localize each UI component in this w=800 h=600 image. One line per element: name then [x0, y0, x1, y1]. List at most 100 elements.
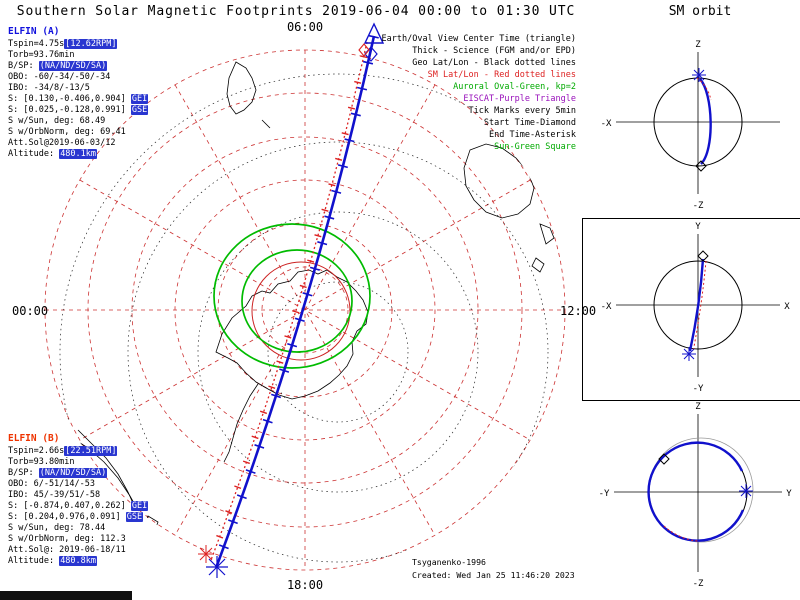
diamond-marker — [697, 250, 709, 262]
axis-label: -Z — [693, 201, 704, 211]
info-line-text: Torb=93.76min — [8, 50, 75, 60]
legend-item: Auroral Oval-Green, kp=2 — [453, 82, 576, 92]
info-line: Att.Sol@2019-06-03/12 — [8, 138, 148, 149]
sm-pole-ring — [251, 261, 351, 361]
info-line-text: S: [0.025,-0.128,0.991] — [8, 105, 131, 115]
info-line: S: [0.204,0.976,0.091] GSE — [8, 512, 148, 523]
info-line: Torb=93.76min — [8, 50, 148, 61]
info-line-text: Tspin=4.75s — [8, 39, 65, 49]
elfin-a-label: ELFIN (A) — [8, 26, 60, 37]
info-line: S: [0.025,-0.128,0.991] GSE — [8, 105, 149, 116]
info-line-highlight: GSE — [130, 105, 149, 115]
axis-label: -Z — [693, 579, 704, 589]
sm-grid — [44, 49, 566, 571]
info-line: S: [0.130,-0.406,0.904] GEI — [8, 94, 149, 105]
asterisk-marker — [739, 484, 753, 498]
info-line-highlight: 480.1km — [59, 149, 98, 159]
info-line-highlight: GEI — [130, 501, 149, 511]
sm-orbit-panel-yz: Z -Z -Y Y — [599, 402, 793, 589]
legend-item: SM Lat/Lon - Red dotted lines — [427, 70, 576, 80]
sm-orbit-panel-xz: Z -Z -X — [601, 40, 780, 211]
info-line-text: Tspin=2.66s — [8, 446, 65, 456]
elfin-b-info-panel: ELFIN (B) Tspin=2.66s[22.51RPM] Torb=93.… — [8, 433, 149, 567]
info-line-text: Altitude: — [8, 149, 60, 159]
plot-legend: Earth/Oval View Center Time (triangle) T… — [382, 33, 576, 153]
info-line-highlight: [12.62RPM] — [64, 39, 118, 49]
info-line: S w/Sun, deg: 78.44 — [8, 523, 148, 534]
clock-label-top: 06:00 — [287, 20, 323, 34]
created-timestamp: Created: Wed Jan 25 11:46:20 2023 — [412, 570, 575, 580]
info-line: IBO: 45/-39/51/-58 — [8, 490, 148, 501]
elfin-a-info-panel: ELFIN (A) Tspin=4.75s[12.62RPM] Torb=93.… — [8, 26, 149, 160]
axis-label: Z — [695, 40, 701, 50]
legend-item: End Time-Asterisk — [489, 130, 576, 140]
elfin-a-lines: Tspin=4.75s[12.62RPM] Torb=93.76min B/SP… — [8, 39, 149, 160]
page-title: Southern Solar Magnetic Footprints 2019-… — [16, 4, 576, 19]
info-line-text: B/SP: — [8, 61, 39, 71]
orbit-arc — [699, 78, 712, 165]
bottom-bar — [0, 591, 132, 600]
info-line-highlight: (NA/ND/SD/SA) — [38, 61, 108, 71]
info-line: S w/OrbNorm, deg: 112.3 — [8, 534, 148, 545]
clock-label-bottom: 18:00 — [287, 578, 323, 592]
sm-orbit-title: SM orbit — [668, 4, 732, 19]
sm-orbit-panel-xy: Y -Y -X X — [601, 222, 791, 394]
asterisk-marker — [682, 347, 696, 361]
axis-label: -X — [601, 119, 612, 129]
view-center-triangle-marker — [363, 22, 385, 44]
end-asterisk-marker-b — [198, 545, 214, 563]
orbit-arc — [647, 441, 745, 542]
info-line: B/SP: (NA/ND/SD/SA) — [8, 61, 148, 72]
auroral-oval — [213, 223, 371, 369]
elfin-b-track — [207, 41, 371, 562]
info-line-highlight: (NA/ND/SD/SA) — [38, 468, 108, 478]
axis-label: Y — [786, 489, 792, 499]
info-line: OBO: 6/-51/14/-53 — [8, 479, 148, 490]
legend-item: Tick Marks every 5min — [468, 106, 576, 116]
start-diamond-marker-b — [358, 43, 370, 57]
info-line: Altitude: 480.1km — [8, 149, 148, 160]
legend-items: Earth/Oval View Center Time (triangle) T… — [382, 33, 576, 153]
axis-label: -Y — [693, 384, 704, 394]
legend-item: Earth/Oval View Center Time (triangle) — [381, 34, 576, 44]
info-line: S w/Sun, deg: 68.49 — [8, 116, 148, 127]
info-line-text: Torb=93.80min — [8, 457, 75, 467]
info-line-text: S: [-0.874,0.407,0.262] — [8, 501, 131, 511]
clock-label-right: 12:00 — [560, 304, 596, 318]
axis-label: X — [784, 302, 790, 312]
info-line-highlight: GSE — [125, 512, 144, 522]
info-line-text: S w/OrbNorm, deg: 112.3 — [8, 534, 126, 544]
info-line: S w/OrbNorm, deg: 69.41 — [8, 127, 148, 138]
track-markers — [198, 22, 385, 578]
end-asterisk-marker — [206, 556, 228, 578]
info-line: Altitude: 480.8km — [8, 556, 148, 567]
info-line-highlight: 480.8km — [59, 556, 98, 566]
info-line-text: IBO: -34/8/-13/5 — [8, 83, 90, 93]
info-line-text: OBO: 6/-51/14/-53 — [8, 479, 95, 489]
clock-label-left: 00:00 — [12, 304, 48, 318]
info-line: Tspin=4.75s[12.62RPM] — [8, 39, 148, 50]
info-line: Tspin=2.66s[22.51RPM] — [8, 446, 148, 457]
elfin-b-lines: Tspin=2.66s[22.51RPM] Torb=93.80min B/SP… — [8, 446, 149, 567]
info-line-text: Altitude: — [8, 556, 60, 566]
legend-item: Geo Lat/Lon - Black dotted lines — [412, 58, 576, 68]
info-line-highlight: [22.51RPM] — [64, 446, 118, 456]
info-line-text: S w/Sun, deg: 68.49 — [8, 116, 106, 126]
orbit-arc — [688, 258, 705, 352]
info-line: IBO: -34/8/-13/5 — [8, 83, 148, 94]
axis-label: -Y — [599, 489, 610, 499]
axis-label: -X — [601, 302, 612, 312]
info-line-text: Att.Sol@: 2019-06-18/11 — [8, 545, 126, 555]
model-label: Tsyganenko-1996 — [412, 557, 486, 567]
info-line-text: S: [0.204,0.976,0.091] — [8, 512, 126, 522]
legend-item: Thick - Science (FGM and/or EPD) — [412, 46, 576, 56]
axis-label: Y — [695, 222, 701, 232]
elfin-b-label: ELFIN (B) — [8, 433, 60, 444]
clock-labels: 06:00 12:00 18:00 00:00 — [12, 20, 596, 592]
legend-item: EISCAT-Purple Triangle — [463, 94, 576, 104]
info-line-text: IBO: 45/-39/51/-58 — [8, 490, 101, 500]
info-line: S: [-0.874,0.407,0.262] GEI — [8, 501, 149, 512]
info-line-text: Att.Sol@2019-06-03/12 — [8, 138, 116, 148]
diamond-marker — [695, 160, 707, 172]
panel-dividers — [582, 218, 800, 401]
